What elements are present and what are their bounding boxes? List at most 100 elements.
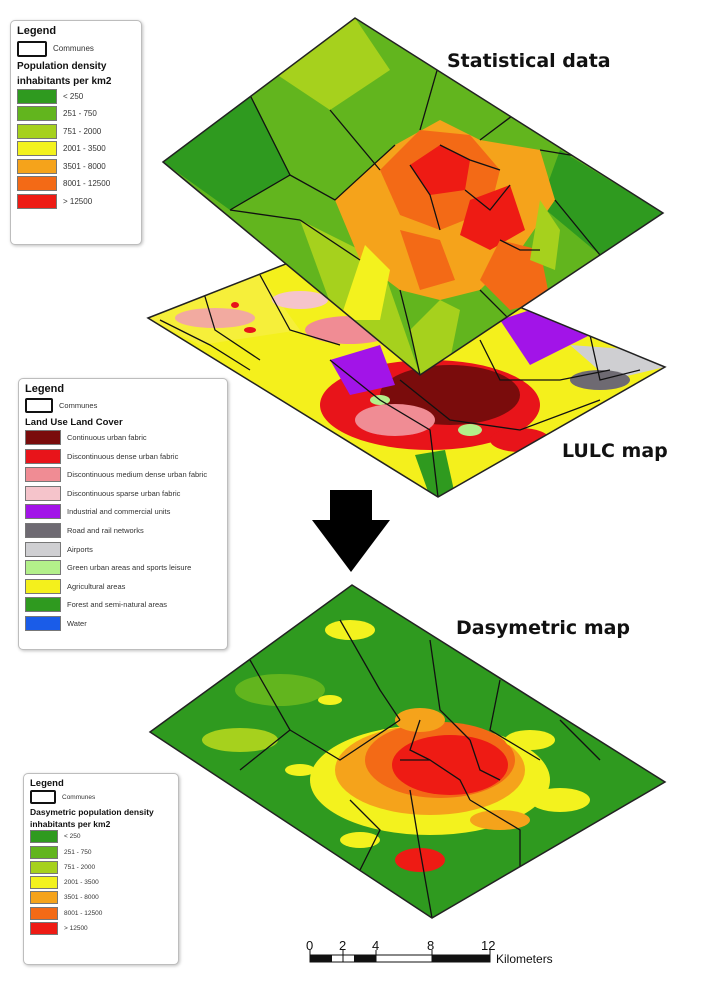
legend-item: Agricultural areas [25,577,221,596]
legend-swatch [30,891,58,905]
scale-tick-label: 8 [427,938,435,953]
legend-item-label: 251 - 750 [63,109,97,119]
lulc-map-title: LULC map [562,440,668,462]
legend-subheading: inhabitants per km2 [17,75,112,87]
legend-swatch [25,578,61,594]
legend-swatch [25,467,61,483]
legend-item-label: 2001 - 3500 [63,144,106,154]
legend-title: Legend [30,778,64,789]
lulc-legend: Legend Communes Land Use Land Cover Cont… [18,378,228,650]
legend-swatch [25,615,61,631]
scale-tick-label: 12 [481,938,496,953]
legend-item: 251 - 750 [17,105,135,123]
legend-communes-row: Communes [17,40,135,58]
legend-item-label: < 250 [64,833,81,841]
legend-item-label: Forest and semi-natural areas [67,600,168,610]
dasymetric-density-legend: Legend Communes Dasymetric population de… [23,773,179,965]
lulc-map-layer [146,237,667,498]
legend-item: > 12500 [17,193,135,211]
communes-swatch [25,397,53,413]
legend-swatch [17,158,57,174]
legend-communes-row: Communes [30,789,172,805]
legend-item-label: 3501 - 8000 [64,894,99,902]
legend-swatch [30,906,58,920]
legend-swatch [17,141,57,157]
legend-swatch [25,448,61,464]
legend-item: Water [25,614,221,633]
legend-title: Legend [17,25,57,37]
legend-item-label: < 250 [63,91,84,101]
legend-item: 8001 - 12500 [17,175,135,193]
legend-title: Legend [25,383,65,395]
legend-swatch [25,485,61,501]
legend-item: 2001 - 3500 [30,875,172,890]
legend-item-label: 8001 - 12500 [64,909,103,917]
legend-item-label: 2001 - 3500 [64,879,99,887]
scale-tick-label: 4 [372,938,380,953]
legend-swatch [17,176,57,192]
legend-communes-label: Communes [62,793,96,801]
legend-item: Forest and semi-natural areas [25,596,221,615]
legend-item-label: Agricultural areas [67,581,126,591]
legend-item-label: Discontinuous dense urban fabric [67,451,179,461]
legend-item-label: Green urban areas and sports leisure [67,563,192,573]
communes-swatch [17,40,47,57]
legend-item-label: Water [67,618,87,628]
legend-heading: Land Use Land Cover [25,416,123,428]
legend-swatch [25,560,61,576]
legend-item-label: 8001 - 12500 [63,179,111,189]
legend-swatch [30,845,58,859]
legend-swatch [30,876,58,890]
communes-swatch [30,790,56,805]
legend-item-label: 751 - 2000 [63,126,102,136]
legend-communes-label: Communes [53,44,94,54]
legend-item: Airports [25,540,221,559]
legend-item: Discontinuous sparse urban fabric [25,484,221,503]
scale-unit-label: Kilometers [496,952,553,966]
down-arrow-icon [312,490,390,572]
legend-swatch [17,88,57,104]
legend-swatch [25,504,61,520]
legend-item-label: Industrial and commercial units [67,507,171,517]
legend-swatch [17,193,57,209]
scale-tick-label: 0 [306,938,314,953]
legend-item: 3501 - 8000 [30,890,172,905]
legend-item-label: Discontinuous medium dense urban fabric [67,470,208,480]
legend-item-label: Continuous urban fabric [67,432,147,442]
legend-subheading: inhabitants per km2 [30,818,111,829]
legend-heading: Population density [17,60,107,72]
legend-item: Green urban areas and sports leisure [25,558,221,577]
legend-item: Discontinuous dense urban fabric [25,447,221,466]
legend-communes-row: Communes [25,396,221,415]
legend-item: < 250 [17,88,135,106]
legend-item: > 12500 [30,921,172,936]
statistical-data-title: Statistical data [447,50,611,72]
legend-item: < 250 [30,829,172,844]
legend-item: Industrial and commercial units [25,503,221,522]
legend-item-label: 3501 - 8000 [63,161,106,171]
legend-communes-label: Communes [59,400,98,410]
legend-swatch [25,522,61,538]
legend-swatch [25,541,61,557]
legend-swatch [25,597,61,613]
dasymetric-map-layer [148,584,667,919]
legend-item-label: Airports [67,544,93,554]
legend-item: Continuous urban fabric [25,428,221,447]
legend-item: 8001 - 12500 [30,906,172,921]
legend-item-label: Discontinuous sparse urban fabric [67,488,181,498]
legend-item: 3501 - 8000 [17,158,135,176]
legend-swatch [30,921,58,935]
legend-swatch [25,429,61,445]
legend-item-label: 251 - 750 [64,848,92,856]
legend-item: 2001 - 3500 [17,140,135,158]
legend-item: Discontinuous medium dense urban fabric [25,465,221,484]
legend-item-label: 751 - 2000 [64,863,96,871]
legend-item-label: > 12500 [63,196,93,206]
legend-swatch [30,860,58,874]
legend-item: 751 - 2000 [17,123,135,141]
legend-item: 751 - 2000 [30,860,172,875]
legend-item: Road and rail networks [25,521,221,540]
dasymetric-map-title: Dasymetric map [456,617,631,639]
legend-heading: Dasymetric population density [30,806,154,817]
